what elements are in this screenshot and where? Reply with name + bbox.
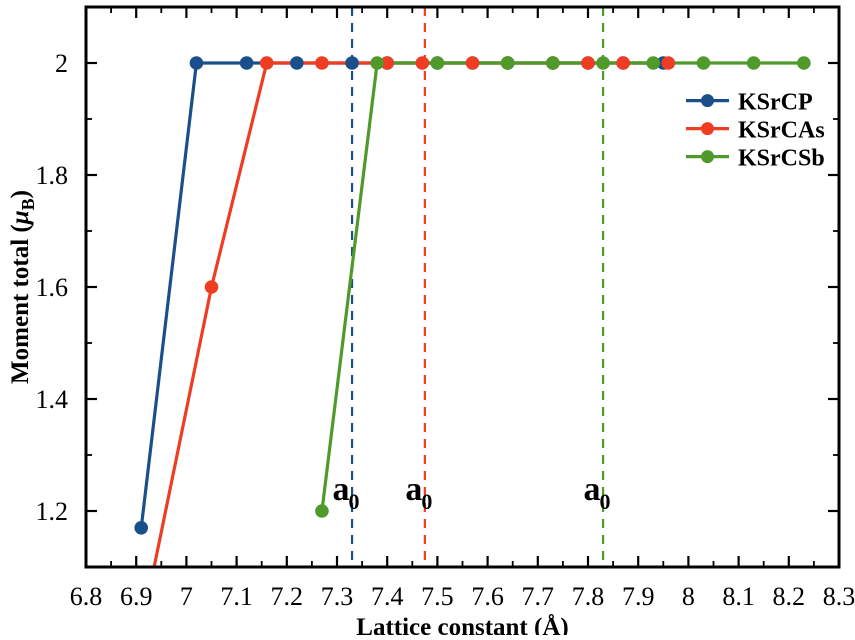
svg-text:7.9: 7.9 bbox=[622, 582, 655, 611]
svg-text:7: 7 bbox=[180, 582, 193, 611]
svg-text:6.9: 6.9 bbox=[120, 582, 153, 611]
svg-text:7.4: 7.4 bbox=[371, 582, 404, 611]
svg-text:1.8: 1.8 bbox=[36, 161, 69, 190]
svg-text:7.6: 7.6 bbox=[471, 582, 504, 611]
svg-text:8: 8 bbox=[682, 582, 695, 611]
svg-text:1.6: 1.6 bbox=[36, 273, 69, 302]
svg-text:7.3: 7.3 bbox=[321, 582, 354, 611]
svg-text:KSrCAs: KSrCAs bbox=[738, 118, 825, 144]
svg-text:2: 2 bbox=[55, 49, 68, 78]
svg-text:7.1: 7.1 bbox=[220, 582, 253, 611]
svg-text:7.7: 7.7 bbox=[522, 582, 555, 611]
svg-text:Lattice constant (Å): Lattice constant (Å) bbox=[356, 613, 568, 635]
svg-text:6.8: 6.8 bbox=[70, 582, 103, 611]
svg-text:8.1: 8.1 bbox=[722, 582, 755, 611]
svg-text:KSrCSb: KSrCSb bbox=[738, 146, 825, 172]
svg-text:7.8: 7.8 bbox=[572, 582, 605, 611]
svg-text:8.2: 8.2 bbox=[773, 582, 806, 611]
svg-text:7.2: 7.2 bbox=[271, 582, 304, 611]
svg-text:7.5: 7.5 bbox=[421, 582, 454, 611]
svg-text:1.2: 1.2 bbox=[36, 497, 69, 526]
svg-text:Moment total (μB): Moment total (μB) bbox=[7, 190, 38, 384]
svg-text:KSrCP: KSrCP bbox=[738, 90, 813, 116]
svg-text:1.4: 1.4 bbox=[36, 385, 69, 414]
svg-text:8.3: 8.3 bbox=[823, 582, 855, 611]
